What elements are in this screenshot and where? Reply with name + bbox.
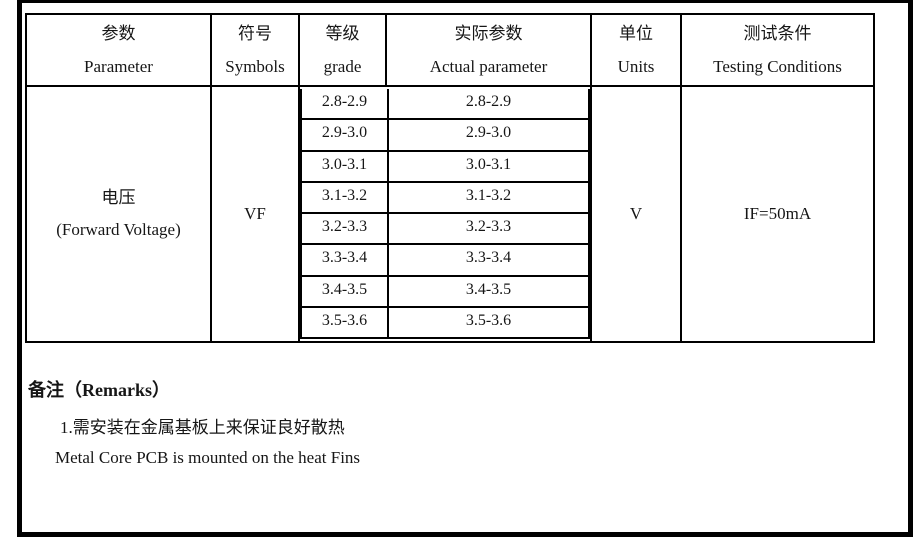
table-header-row: 参数 Parameter 符号 Symbols 等级 grade 实际参数 Ac… <box>25 13 875 87</box>
header-symbols-zh: 符号 <box>238 24 272 43</box>
grade-actual-grid: 2.8-2.9 2.8-2.9 2.9-3.0 2.9-3.0 3.0-3.1 … <box>300 89 590 339</box>
actual-cell: 3.4-3.5 <box>389 277 588 308</box>
header-actual-en: Actual parameter <box>429 57 548 76</box>
actual-cell: 3.1-3.2 <box>389 183 588 214</box>
remark-note-en: Metal Core PCB is mounted on the heat Fi… <box>55 448 361 467</box>
header-cell-grade: 等级 grade <box>298 13 387 87</box>
actual-cell: 2.8-2.9 <box>389 89 588 121</box>
header-cell-symbols: 符号 Symbols <box>210 13 300 87</box>
grade-cell: 3.4-3.5 <box>302 276 389 308</box>
header-grade-en: grade <box>323 57 362 76</box>
header-cell-parameter: 参数 Parameter <box>25 13 212 87</box>
grade-cell: 2.9-3.0 <box>302 120 389 152</box>
unit-cell: V <box>590 85 682 343</box>
actual-cell: 2.9-3.0 <box>389 120 588 152</box>
actual-cell: 3.3-3.4 <box>389 245 588 277</box>
grade-cell: 3.5-3.6 <box>302 307 389 339</box>
header-symbols-en: Symbols <box>225 57 285 76</box>
header-parameter-en: Parameter <box>84 57 153 76</box>
header-actual-zh: 实际参数 <box>454 24 523 43</box>
parameter-name-zh: 电压 <box>101 188 136 207</box>
header-testing-en: Testing Conditions <box>713 57 842 76</box>
parameter-cell: 电压 (Forward Voltage) <box>25 85 212 343</box>
header-testing-zh: 测试条件 <box>743 24 812 43</box>
remark-note-zh: 1.需安装在金属基板上来保证良好散热 <box>60 418 345 437</box>
remarks-title: 备注（Remarks） <box>28 380 170 400</box>
header-units-en: Units <box>617 57 655 76</box>
grade-cell: 3.3-3.4 <box>302 245 389 277</box>
testing-condition-cell: IF=50mA <box>680 85 875 343</box>
header-units-zh: 单位 <box>619 24 653 43</box>
symbol-cell: VF <box>210 85 300 343</box>
header-cell-units: 单位 Units <box>590 13 682 87</box>
grade-cell: 3.2-3.3 <box>302 214 389 246</box>
header-cell-testing-conditions: 测试条件 Testing Conditions <box>680 13 875 87</box>
page-border-frame <box>17 0 913 537</box>
grade-actual-nested-cell: 2.8-2.9 2.8-2.9 2.9-3.0 2.9-3.0 3.0-3.1 … <box>298 85 592 343</box>
actual-cell: 3.5-3.6 <box>389 308 588 339</box>
actual-cell: 3.0-3.1 <box>389 152 588 183</box>
spec-table: 参数 Parameter 符号 Symbols 等级 grade 实际参数 Ac… <box>25 13 875 343</box>
parameter-name-en: (Forward Voltage) <box>56 220 181 239</box>
grade-cell: 2.8-2.9 <box>302 89 389 121</box>
header-grade-zh: 等级 <box>325 24 360 43</box>
grade-cell: 3.1-3.2 <box>302 182 389 214</box>
header-parameter-zh: 参数 <box>101 24 136 43</box>
header-cell-actual-parameter: 实际参数 Actual parameter <box>385 13 592 87</box>
grade-cell: 3.0-3.1 <box>302 151 389 183</box>
actual-cell: 3.2-3.3 <box>389 214 588 246</box>
table-body-row: 电压 (Forward Voltage) VF 2.8-2.9 2.8-2.9 … <box>25 85 875 343</box>
